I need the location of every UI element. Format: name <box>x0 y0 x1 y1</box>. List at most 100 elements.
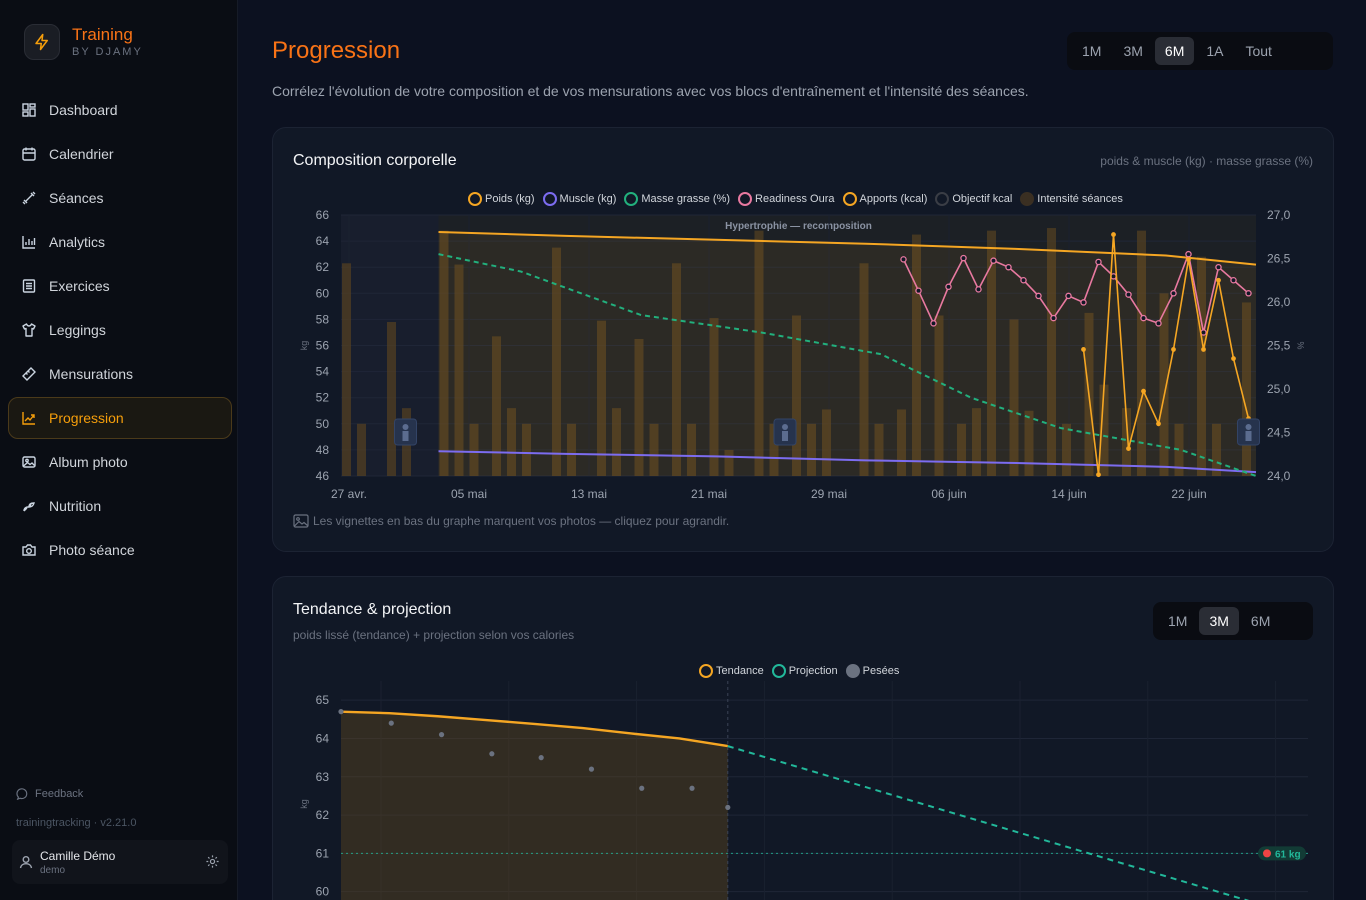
bar-chart-icon <box>21 234 37 250</box>
readiness-point <box>900 256 907 263</box>
intensity-bar <box>1159 293 1169 476</box>
weigh-in-point <box>489 751 495 757</box>
range-6m[interactable]: 6M <box>1154 37 1195 65</box>
legend-item-intake[interactable]: Apports (kcal) <box>842 192 927 206</box>
range-all[interactable]: Tout <box>1245 43 1272 59</box>
image-icon <box>21 454 37 470</box>
y-left-tick-label: 54 <box>316 365 330 379</box>
target-badge <box>1258 846 1306 861</box>
brand-title: Training <box>72 25 133 44</box>
muscle-line <box>438 450 1257 474</box>
intake-point <box>1156 421 1161 427</box>
gear-icon[interactable] <box>205 854 220 874</box>
dashboard-icon <box>21 102 37 118</box>
trend-range-1m[interactable]: 1M <box>1168 613 1188 629</box>
legend-item-readiness[interactable]: Readiness Oura <box>738 192 835 206</box>
legend-item-muscle[interactable]: Muscle (kg) <box>542 192 616 206</box>
sidebar-item-leggings[interactable]: Leggings <box>8 309 232 351</box>
sidebar-item-label: Album photo <box>49 454 128 470</box>
readiness-point <box>915 287 922 294</box>
intensity-bar <box>439 230 449 476</box>
composition-title: Composition corporelle <box>293 152 457 169</box>
intensity-bar <box>792 315 801 476</box>
trend-range-6m[interactable]: 6M <box>1250 613 1271 629</box>
brand[interactable]: Training BY DJAMY <box>24 24 143 60</box>
period-selector: 1M 3M 6M 1A Tout <box>1067 32 1333 70</box>
legend-item-intensity[interactable]: Intensité séances <box>1020 192 1123 206</box>
range-1a[interactable]: 1A <box>1206 43 1224 59</box>
sidebar-item-album-photo[interactable]: Album photo <box>8 441 232 483</box>
person-icon-body <box>402 431 409 441</box>
sidebar-item-dashboard[interactable]: Dashboard <box>8 89 232 131</box>
y-tick-label: 60 <box>316 885 330 899</box>
weigh-in-point <box>689 785 695 791</box>
readiness-point <box>1020 276 1027 284</box>
y-right-tick-label: 26,0 <box>1267 295 1291 309</box>
y-right-tick-label: 24,0 <box>1267 469 1291 483</box>
composition-chart[interactable]: Hypertrophie — recomposition 66 64 62 60 58 56… <box>273 128 1335 553</box>
legend-item-weight[interactable]: Poids (kg) <box>468 192 535 206</box>
block-label: Hypertrophie — recomposition <box>725 221 872 232</box>
trend-area <box>341 711 728 900</box>
weigh-in-point <box>588 766 595 772</box>
composition-card: Composition corporelle poids & muscle (k… <box>272 127 1334 552</box>
intensity-bar <box>934 315 944 476</box>
weigh-in-point <box>538 755 544 761</box>
sidebar-item-calendrier[interactable]: Calendrier <box>8 133 232 175</box>
readiness-point <box>945 283 952 291</box>
trend-period-selector: 1M 3M 6M <box>1153 602 1313 640</box>
user-menu[interactable]: Camille Démo demo <box>12 840 228 884</box>
intake-point <box>1186 256 1191 262</box>
intensity-bar <box>357 423 366 476</box>
sidebar-item-nutrition[interactable]: Nutrition <box>8 485 232 527</box>
feedback-link[interactable]: Feedback <box>16 787 83 800</box>
legend-item-projection[interactable]: Projection <box>771 664 838 678</box>
sidebar-item-label: Dashboard <box>49 102 118 118</box>
sidebar-item-analytics[interactable]: Analytics <box>8 221 232 263</box>
range-1m[interactable]: 1M <box>1082 43 1102 59</box>
person-icon-body <box>782 431 788 441</box>
sidebar-item-mensurations[interactable]: Mensurations <box>8 353 232 395</box>
y-right-tick-label: 24,5 <box>1267 426 1291 440</box>
sidebar-item-photo-seance[interactable]: Photo séance <box>8 529 232 571</box>
food-icon <box>21 498 37 514</box>
intake-point <box>1141 388 1146 394</box>
y-left-axis-label: kg <box>299 341 309 351</box>
y-left-tick-label: 58 <box>316 312 330 326</box>
legend-item-fat[interactable]: Masse grasse (%) <box>624 192 730 206</box>
fat-line <box>438 253 1257 477</box>
intensity-bar <box>672 263 681 476</box>
sidebar-item-progression[interactable]: Progression <box>8 397 232 439</box>
trend-range-3m[interactable]: 3M <box>1199 607 1239 635</box>
intensity-bar <box>1174 423 1184 476</box>
intensity-bar <box>1047 228 1056 476</box>
y-axis-label: kg <box>299 799 309 809</box>
readiness-point <box>1140 314 1147 322</box>
trend-chart[interactable]: 65 64 63 62 61 60 kg 61 kg <box>273 577 1335 900</box>
legend-item-weigh-ins[interactable]: Pesées <box>845 664 899 678</box>
intensity-bar <box>1024 410 1034 476</box>
intensity-bar <box>1009 319 1019 476</box>
intensity-bar <box>957 423 966 476</box>
intensity-bar <box>649 423 659 476</box>
intensity-bar <box>769 423 779 476</box>
x-tick-label: 14 juin <box>1051 487 1086 501</box>
range-3m[interactable]: 3M <box>1123 43 1143 59</box>
readiness-point <box>1035 292 1042 300</box>
legend-item-kcal-target[interactable]: Objectif kcal <box>935 192 1012 206</box>
legend-item-trend[interactable]: Tendance <box>699 664 764 678</box>
intensity-bar <box>972 408 981 476</box>
intensity-bar <box>807 423 816 476</box>
list-icon <box>21 278 37 294</box>
y-left-tick-label: 52 <box>316 391 330 405</box>
trend-card: Tendance & projection poids lissé (tenda… <box>272 576 1334 900</box>
readiness-point <box>1230 276 1237 284</box>
user-handle: demo <box>40 864 66 876</box>
intake-point <box>1126 446 1131 451</box>
readiness-point <box>1215 263 1222 271</box>
sidebar-item-exercices[interactable]: Exercices <box>8 265 232 307</box>
y-left-tick-label: 60 <box>316 286 330 300</box>
sidebar-item-seances[interactable]: Séances <box>8 177 232 219</box>
intensity-bar <box>1137 230 1146 476</box>
intensity-bar <box>469 423 479 476</box>
